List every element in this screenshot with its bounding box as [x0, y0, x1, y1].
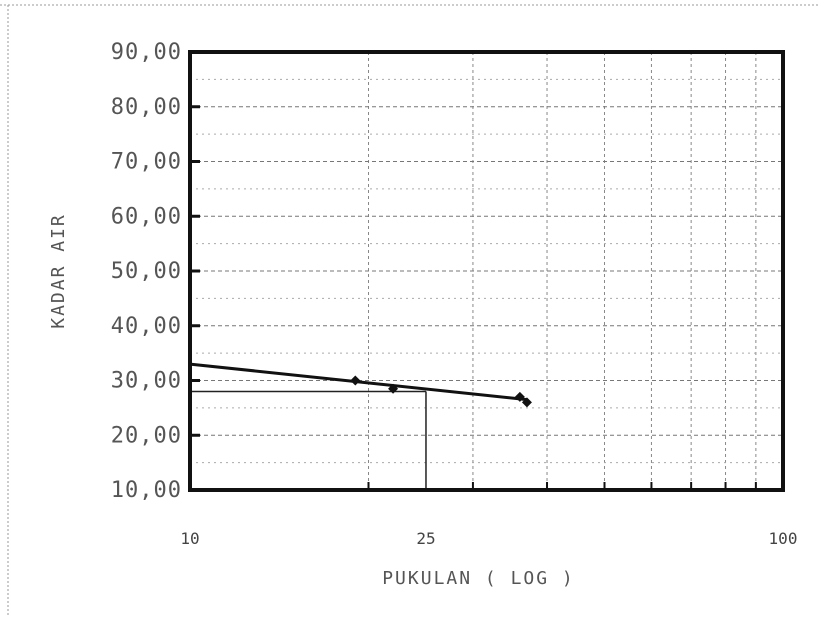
x-axis-ticks: 10 25 100: [180, 529, 797, 548]
x-tick-label: 25: [416, 529, 435, 548]
x-tick-label: 100: [769, 529, 798, 548]
y-tick-label: 30,00: [111, 369, 182, 394]
series-layer: [189, 362, 532, 490]
y-tick-label: 90,00: [111, 40, 182, 65]
y-tick-label: 20,00: [111, 423, 182, 448]
y-tick-label: 60,00: [111, 204, 182, 229]
x-tick-label: 10: [180, 529, 199, 548]
data-point: [350, 375, 361, 386]
x-axis-title: PUKULAN ( LOG ): [382, 568, 575, 589]
y-tick-label: 80,00: [111, 95, 182, 120]
y-axis-title: KADAR AIR: [48, 213, 69, 329]
y-axis-ticks: 10,00 20,00 30,00 40,00 50,00 60,00 70,00 80,00…: [111, 40, 182, 503]
plot-area: [188, 50, 785, 492]
y-tick-label: 40,00: [111, 314, 182, 339]
y-tick-label: 50,00: [111, 259, 182, 284]
grid: [189, 50, 784, 492]
data-point: [514, 391, 525, 402]
data-point: [521, 397, 532, 408]
y-tick-label: 70,00: [111, 150, 182, 175]
y-tick-label: 10,00: [111, 478, 182, 503]
data-point: [388, 383, 399, 394]
